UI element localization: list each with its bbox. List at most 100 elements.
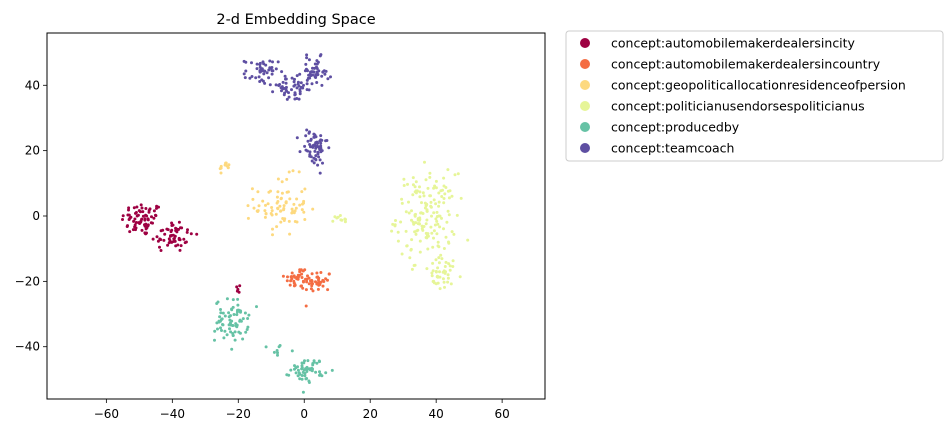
data-point (241, 337, 245, 341)
data-point (173, 239, 177, 243)
data-point (317, 146, 321, 150)
data-point (263, 209, 267, 213)
data-point (269, 66, 273, 70)
x-tick-label: 60 (494, 407, 509, 421)
data-point (308, 130, 311, 134)
data-point (141, 210, 145, 214)
data-point (400, 201, 404, 205)
data-point (402, 184, 406, 187)
data-point (306, 149, 309, 153)
data-point (410, 267, 414, 271)
data-point (292, 284, 296, 288)
data-point (300, 284, 303, 288)
data-point (443, 285, 446, 289)
data-point (434, 179, 438, 183)
data-point (430, 231, 434, 235)
data-point (262, 72, 266, 76)
data-point (310, 284, 314, 288)
data-point (151, 237, 155, 241)
data-point (416, 222, 420, 226)
data-point (282, 204, 286, 208)
data-point (314, 146, 318, 150)
data-point (310, 272, 314, 276)
data-point (297, 84, 301, 88)
data-point (466, 238, 470, 242)
data-point (150, 215, 153, 219)
data-point (152, 216, 156, 220)
data-point (318, 373, 321, 377)
y-tick-label: −20 (15, 274, 40, 288)
data-point (422, 194, 426, 198)
data-point (242, 72, 246, 76)
data-point (429, 200, 433, 204)
data-point (315, 361, 319, 365)
data-point (308, 368, 312, 372)
data-point (235, 313, 239, 317)
data-point (161, 228, 165, 232)
data-point (444, 260, 448, 264)
data-point (314, 154, 318, 158)
data-point (235, 310, 239, 314)
data-point (287, 219, 291, 223)
data-point (223, 163, 227, 167)
data-point (315, 271, 319, 275)
data-point (316, 151, 320, 155)
data-point (275, 349, 279, 352)
data-point (178, 248, 182, 252)
data-point (230, 319, 234, 323)
data-point (287, 95, 291, 99)
data-point (298, 90, 302, 94)
data-point (270, 213, 274, 217)
data-point (243, 76, 247, 80)
x-tick-label: 0 (300, 407, 308, 421)
data-point (244, 60, 248, 64)
y-tick-label: −40 (15, 340, 40, 354)
data-point (434, 186, 438, 190)
data-point (221, 311, 225, 315)
data-point (298, 377, 302, 381)
data-point (441, 270, 445, 274)
data-point (172, 237, 176, 241)
data-point (327, 272, 331, 276)
legend-item-3: concept:politicianusendorsespoliticianus (580, 99, 865, 114)
legend-label: concept:geopoliticallocationresidenceofp… (611, 78, 906, 93)
data-point (257, 204, 261, 208)
data-point (442, 197, 446, 200)
data-point (303, 374, 307, 378)
data-point (163, 232, 167, 236)
data-point (297, 97, 301, 101)
data-point (298, 273, 301, 277)
data-point (225, 333, 229, 337)
data-point (310, 82, 314, 86)
data-point (288, 283, 292, 287)
data-point (445, 220, 449, 224)
data-point (430, 274, 434, 278)
data-point (180, 226, 184, 230)
data-point (314, 280, 317, 284)
data-point (436, 266, 440, 270)
data-point (227, 323, 231, 327)
data-point (217, 320, 221, 324)
data-point (313, 149, 317, 153)
data-point (310, 278, 314, 282)
data-point (442, 176, 446, 180)
data-point (223, 314, 227, 318)
data-point (285, 279, 289, 283)
data-point (424, 178, 428, 182)
data-point (442, 227, 445, 231)
data-point (241, 317, 245, 321)
data-point (438, 287, 442, 291)
data-point (280, 191, 284, 195)
legend-item-0: concept:automobilemakerdealersincity (580, 36, 856, 51)
data-point (428, 171, 432, 175)
data-point (404, 210, 408, 214)
data-point (300, 190, 304, 194)
data-point (300, 366, 304, 370)
data-point (304, 288, 308, 292)
data-point (310, 281, 314, 285)
data-point (448, 189, 452, 193)
data-point (301, 370, 305, 374)
axis-ticks: −60 −40 −20 0 20 40 60 −40 −20 0 20 40 (15, 78, 510, 421)
data-point (177, 220, 181, 224)
data-point (304, 304, 308, 308)
